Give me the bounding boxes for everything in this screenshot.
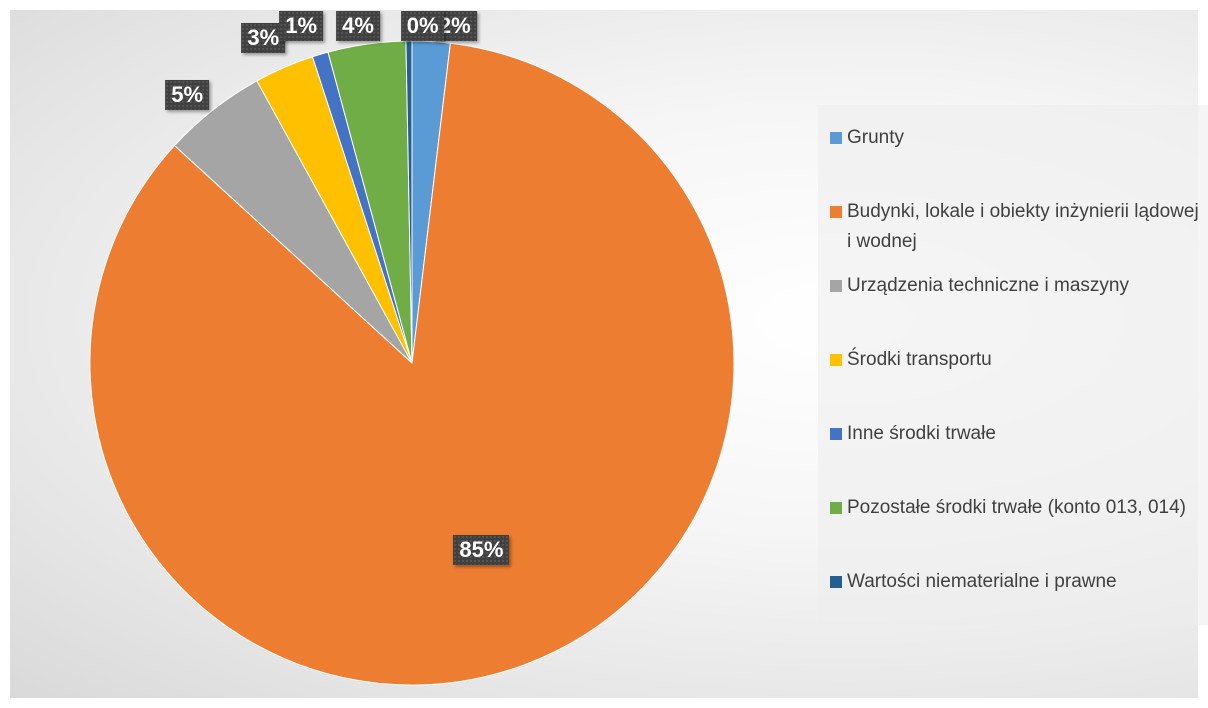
legend-item-wartosci: Wartości niematerialne i prawne bbox=[830, 567, 1200, 597]
legend-item-inne-srodki: Inne środki trwałe bbox=[830, 419, 1200, 449]
chart-area: 2% 85% 5% 3% 1% 4% 0% Grunty Budynki, lokale i… bbox=[10, 10, 1208, 698]
legend: Grunty Budynki, lokale i obiekty inżynie… bbox=[818, 105, 1208, 625]
data-label-pozostale: 4% bbox=[336, 11, 380, 41]
data-label-urzadzenia: 5% bbox=[165, 79, 210, 110]
legend-swatch bbox=[830, 280, 842, 292]
legend-label: Inne środki trwałe bbox=[847, 423, 996, 444]
legend-swatch bbox=[830, 206, 842, 218]
legend-label: Pozostałe środki trwałe (konto 013, 014) bbox=[847, 497, 1187, 518]
legend-label: Budynki, lokale i obiekty inżynierii ląd… bbox=[847, 201, 1199, 252]
legend-label: Wartości niematerialne i prawne bbox=[847, 571, 1117, 592]
legend-item-srodki-transportu: Środki transportu bbox=[830, 345, 1200, 375]
legend-item-pozostale: Pozostałe środki trwałe (konto 013, 014) bbox=[830, 493, 1200, 523]
pie-slice-wartosci bbox=[405, 40, 413, 364]
pie-slice-budynki bbox=[89, 42, 735, 686]
legend-swatch bbox=[830, 132, 842, 144]
data-label-wartosci: 0% bbox=[400, 11, 445, 41]
legend-swatch bbox=[830, 502, 842, 514]
legend-swatch bbox=[830, 354, 842, 366]
legend-swatch bbox=[830, 576, 842, 588]
legend-item-grunty: Grunty bbox=[830, 123, 1200, 153]
pie-chart bbox=[89, 40, 735, 686]
data-label-inne-srodki: 1% bbox=[279, 11, 324, 41]
legend-label: Grunty bbox=[847, 127, 905, 148]
legend-swatch bbox=[830, 428, 842, 440]
legend-label: Środki transportu bbox=[847, 349, 992, 370]
data-label-srodki-transportu: 3% bbox=[241, 22, 286, 53]
legend-item-urzadzenia: Urządzenia techniczne i maszyny bbox=[830, 271, 1200, 301]
data-label-budynki: 85% bbox=[453, 535, 510, 566]
legend-label: Urządzenia techniczne i maszyny bbox=[847, 275, 1129, 296]
legend-item-budynki: Budynki, lokale i obiekty inżynierii ląd… bbox=[830, 197, 1200, 257]
